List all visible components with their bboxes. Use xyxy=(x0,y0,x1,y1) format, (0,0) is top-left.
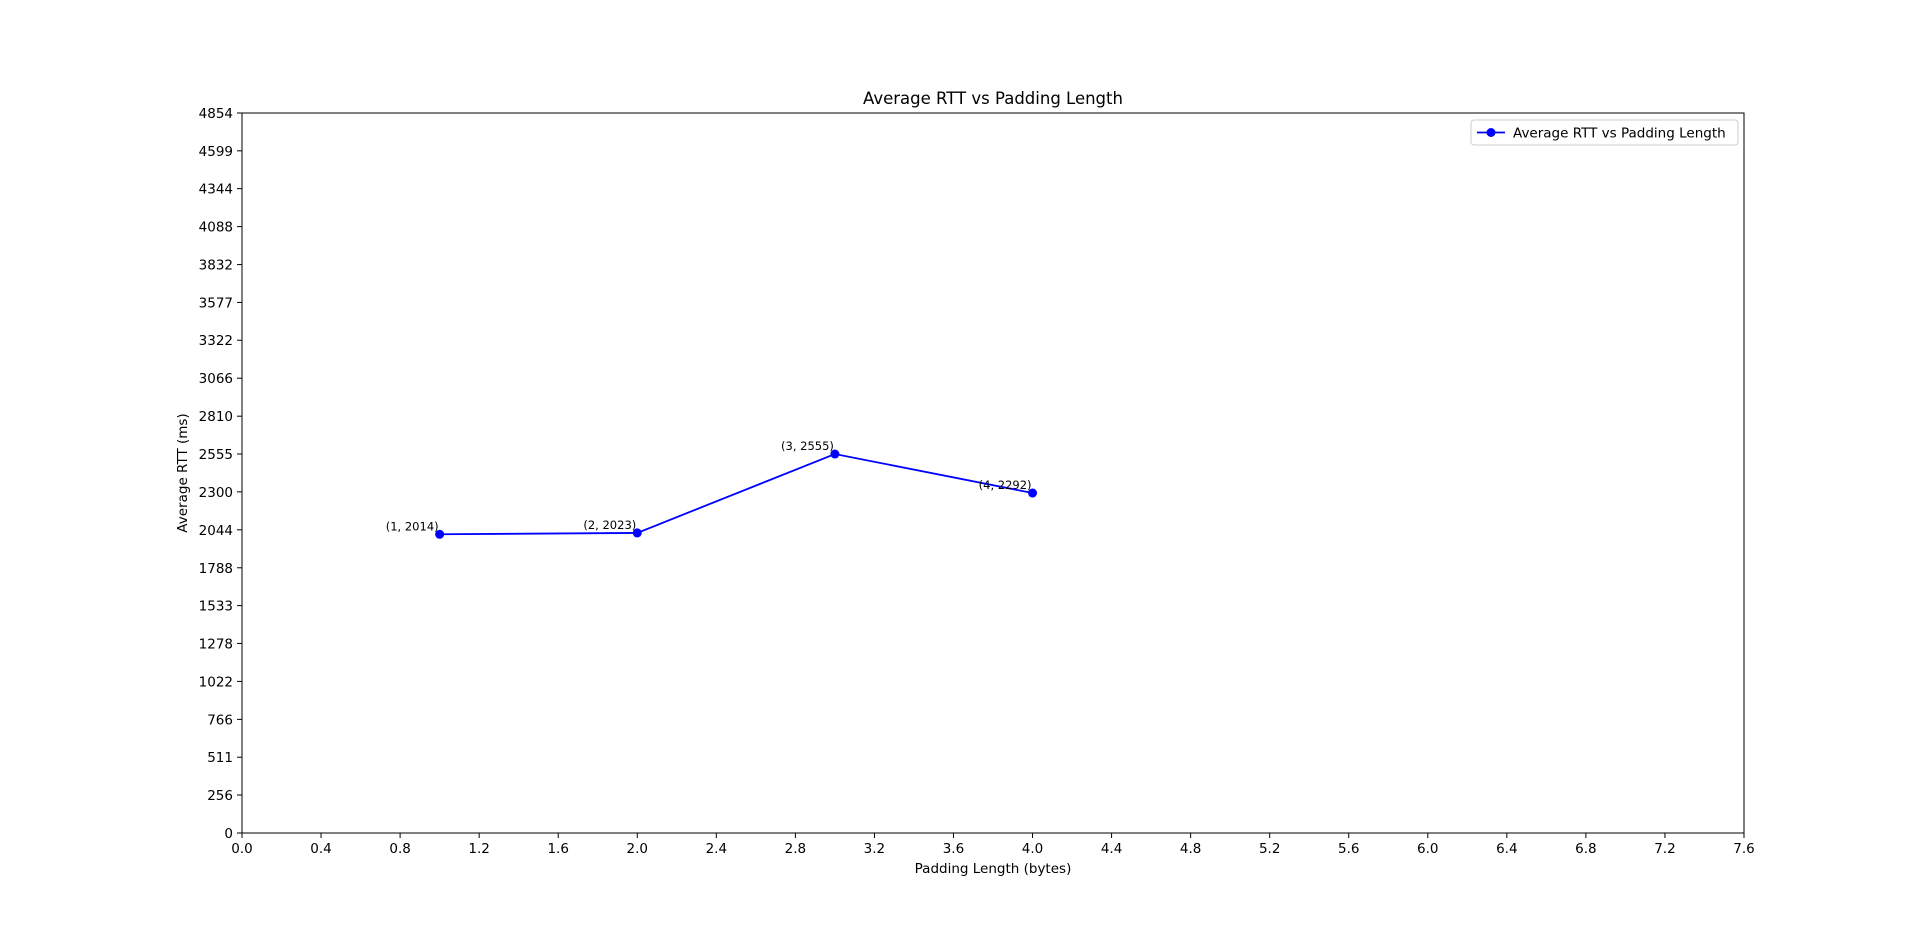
y-tick-label: 1788 xyxy=(199,561,233,577)
y-tick-label: 256 xyxy=(207,788,233,804)
plot-frame xyxy=(241,112,1745,834)
x-tick-label: 3.6 xyxy=(943,841,964,857)
data-label: (3, 2555) xyxy=(781,439,834,453)
x-tick-label: 4.4 xyxy=(1101,841,1122,857)
series-line xyxy=(439,453,1033,536)
data-point xyxy=(830,449,840,459)
x-tick-label: 4.0 xyxy=(1022,841,1043,857)
y-tick-label: 3322 xyxy=(199,333,233,349)
x-tick-label: 7.6 xyxy=(1733,841,1754,857)
y-tick-label: 3066 xyxy=(199,371,233,387)
y-tick-label: 4344 xyxy=(199,182,233,198)
x-tick-label: 7.2 xyxy=(1654,841,1675,857)
data-point xyxy=(632,528,642,538)
x-tick-label: 4.8 xyxy=(1180,841,1201,857)
y-tick-label: 3577 xyxy=(199,295,233,311)
x-tick-label: 0.8 xyxy=(389,841,410,857)
y-tick-label: 1278 xyxy=(199,636,233,652)
y-axis-label: Average RTT (ms) xyxy=(175,413,191,532)
x-tick-label: 6.4 xyxy=(1496,841,1517,857)
y-tick-label: 1022 xyxy=(199,674,233,690)
y-tick-label: 4088 xyxy=(199,220,233,236)
x-tick-label: 2.0 xyxy=(627,841,648,857)
data-label: (1, 2014) xyxy=(386,519,439,533)
legend-label: Average RTT vs Padding Length xyxy=(1513,126,1726,142)
x-axis-label: Padding Length (bytes) xyxy=(915,861,1072,877)
data-point xyxy=(1028,488,1038,498)
data-point xyxy=(435,529,445,539)
x-tick-label: 6.8 xyxy=(1575,841,1596,857)
x-tick-label: 1.2 xyxy=(468,841,489,857)
x-tick-label: 0.0 xyxy=(231,841,252,857)
x-tick-label: 5.2 xyxy=(1259,841,1280,857)
axes: 0.0 0.4 0.8 1.2 1.6 2.0 2.4 2.8 3.2 3.6 4.0 4.4 4.8 5… xyxy=(199,106,1755,857)
y-tick-label: 2555 xyxy=(199,447,233,463)
legend-marker xyxy=(1486,128,1496,137)
x-tick-label: 5.6 xyxy=(1338,841,1359,857)
x-tick-label: 2.8 xyxy=(785,841,806,857)
x-tick-label: 6.0 xyxy=(1417,841,1438,857)
y-tick-label: 1533 xyxy=(199,599,233,615)
chart-title: Average RTT vs Padding Length xyxy=(863,89,1123,108)
y-tick-label: 766 xyxy=(207,712,233,728)
y-tick-label: 2300 xyxy=(199,485,233,501)
data-label: (2, 2023) xyxy=(583,518,636,532)
y-tick-label: 3832 xyxy=(199,258,233,274)
x-tick-label: 3.2 xyxy=(864,841,885,857)
y-tick-label: 0 xyxy=(224,826,233,842)
legend: Average RTT vs Padding Length xyxy=(1470,119,1739,146)
legend-box xyxy=(1470,119,1739,146)
series-layer: (1, 2014) (2, 2023) (3, 2555) (4, 2292) xyxy=(386,439,1038,539)
x-tick-label: 2.4 xyxy=(706,841,727,857)
x-tick-label: 1.6 xyxy=(547,841,568,857)
y-tick-label: 4854 xyxy=(199,106,233,122)
y-tick-label: 2044 xyxy=(199,523,233,539)
y-tick-label: 2810 xyxy=(199,409,233,425)
data-label: (4, 2292) xyxy=(979,478,1032,492)
y-tick-label: 511 xyxy=(207,750,233,766)
y-tick-label: 4599 xyxy=(199,144,233,160)
x-tick-label: 0.4 xyxy=(310,841,331,857)
